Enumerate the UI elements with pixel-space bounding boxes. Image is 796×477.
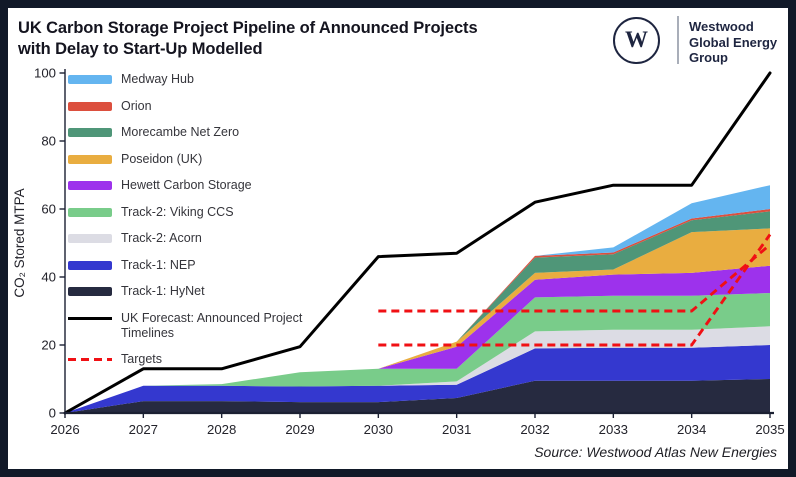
legend-item-track-1-hynet: Track-1: HyNet	[68, 284, 316, 299]
chart-card: UK Carbon Storage Project Pipeline of An…	[8, 8, 788, 469]
y-tick-label: 60	[41, 202, 56, 217]
legend-item-track-1-nep: Track-1: NEP	[68, 258, 316, 273]
legend-swatch	[68, 75, 112, 84]
legend-swatch	[68, 287, 112, 296]
chart-legend: Medway Hub Orion Morecambe Net Zero Poseido…	[68, 72, 316, 379]
logo-name-line-1: Westwood	[689, 19, 754, 34]
legend-item-uk-forecast-announced-project-timelines: UK Forecast: Announced Project Timelines	[68, 311, 316, 341]
legend-label: Track-1: NEP	[121, 257, 196, 272]
area-medway	[65, 185, 770, 413]
y-tick-label: 20	[41, 338, 56, 353]
logo-monogram: W	[625, 27, 648, 52]
x-tick-label: 2030	[364, 422, 393, 437]
legend-swatch	[68, 101, 112, 111]
legend-item-orion: Orion	[68, 99, 316, 114]
legend-label: Orion	[121, 98, 152, 113]
legend-swatch	[68, 316, 112, 320]
legend-swatch	[68, 357, 112, 362]
legend-label: Poseidon (UK)	[121, 151, 203, 166]
logo-name: Westwood Global Energy Group	[689, 19, 777, 66]
legend-label: Track-1: HyNet	[121, 284, 205, 298]
area-track2-viking	[65, 292, 770, 413]
legend-swatch	[68, 128, 112, 137]
x-tick-label: 2034	[677, 422, 706, 437]
logo-divider	[677, 16, 679, 64]
x-tick-label: 2026	[50, 422, 79, 437]
x-tick-label: 2029	[285, 422, 314, 437]
legend-label: Track-2: Acorn	[121, 231, 202, 245]
legend-label: Morecambe Net Zero	[121, 125, 240, 139]
page-title: UK Carbon Storage Project Pipeline of An…	[18, 18, 593, 60]
line-target-lower	[378, 233, 772, 347]
legend-item-poseidon-uk: Poseidon (UK)	[68, 152, 316, 167]
area-hewett	[65, 265, 770, 413]
y-axis-label: CO₂ Stored MTPA	[12, 188, 27, 297]
logo-name-line-3: Group	[689, 50, 728, 65]
legend-label: Medway Hub	[121, 72, 194, 86]
y-tick-label: 100	[34, 66, 56, 81]
line-target-upper	[378, 243, 771, 313]
logo-name-line-2: Global Energy	[689, 34, 778, 50]
title-line-1: UK Carbon Storage Project Pipeline of An…	[18, 19, 478, 37]
legend-swatch	[68, 154, 112, 164]
legend-item-track-2-acorn: Track-2: Acorn	[68, 231, 316, 246]
x-tick-label: 2032	[520, 422, 549, 437]
x-tick-label: 2031	[442, 422, 471, 437]
line-uk-forecast	[63, 71, 772, 415]
title-line-2: with Delay to Start-Up Modelled	[18, 40, 263, 58]
x-tick-label: 2028	[207, 422, 236, 437]
source-note: Source: Westwood Atlas New Energies	[534, 444, 777, 460]
legend-item-hewett-carbon-storage: Hewett Carbon Storage	[68, 178, 316, 193]
legend-item-medway-hub: Medway Hub	[68, 72, 316, 87]
legend-item-morecambe-net-zero: Morecambe Net Zero	[68, 125, 316, 140]
stacked-area-chart: 0 20 40 60 80 100 2026 2027 2028 2029 2030 2031 2032…	[12, 66, 785, 438]
westwood-logo-icon: W	[613, 17, 660, 64]
area-poseidon	[65, 228, 770, 413]
legend-swatch	[68, 181, 112, 190]
x-tick-label: 2027	[129, 422, 158, 437]
legend-swatch	[68, 260, 112, 270]
legend-item-targets: Targets	[68, 352, 316, 367]
x-tick-label: 2033	[599, 422, 628, 437]
legend-item-track-2-viking-ccs: Track-2: Viking CCS	[68, 205, 316, 220]
legend-swatch	[68, 234, 112, 243]
legend-label: Targets	[121, 352, 162, 366]
y-tick-label: 80	[41, 134, 56, 149]
y-tick-label: 0	[49, 406, 56, 421]
x-tick-label: 2035	[755, 422, 784, 437]
legend-label: Hewett Carbon Storage	[121, 178, 252, 192]
legend-label: Track-2: Viking CCS	[121, 204, 234, 219]
area-track1-nep	[65, 345, 770, 413]
legend-label: UK Forecast: Announced Project Timelines	[121, 310, 303, 340]
area-track1-hynet	[65, 379, 770, 413]
y-tick-label: 40	[41, 270, 56, 285]
area-morecambe	[65, 211, 770, 413]
legend-swatch	[68, 207, 112, 217]
